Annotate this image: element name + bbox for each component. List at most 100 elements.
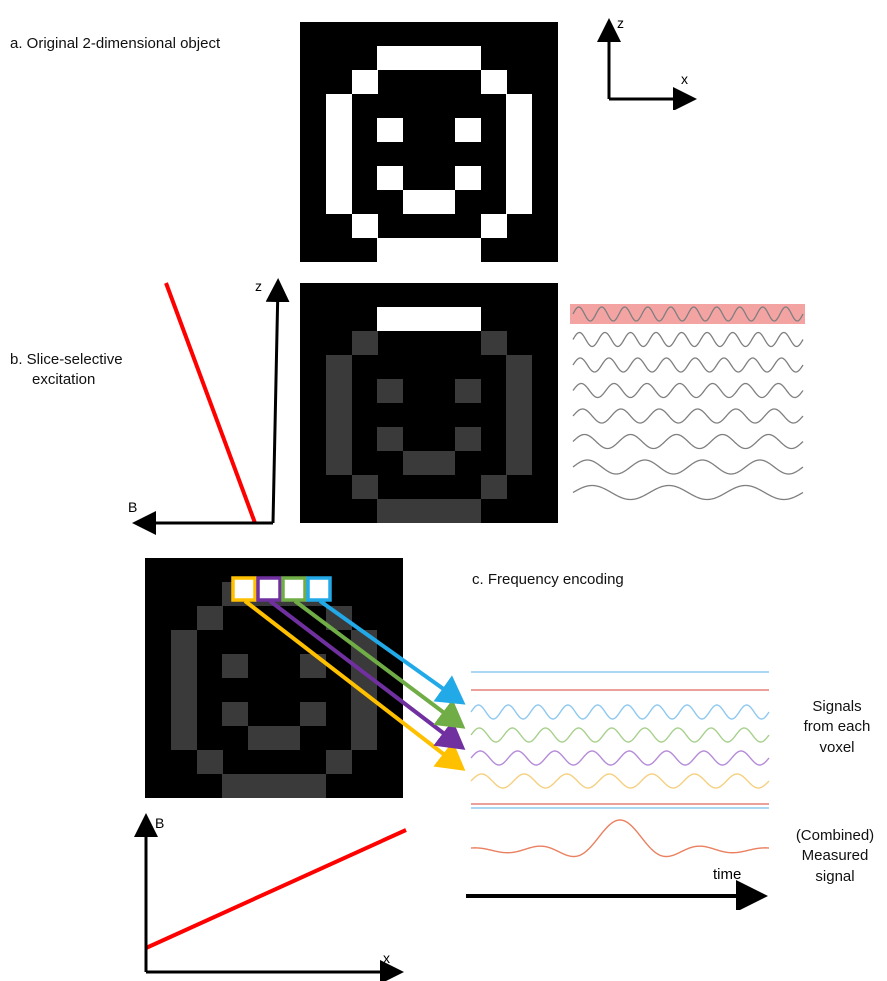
object-pixel: [403, 499, 429, 523]
measured-signal-label-line2: Measured: [801, 847, 869, 865]
object-pixel: [455, 238, 481, 262]
axis-b-vertical-label: z: [255, 278, 262, 294]
object-pixel: [300, 702, 326, 726]
axis-b-vertical: [265, 278, 290, 524]
object-pixel: [352, 214, 378, 238]
rf-excitation-waves: [570, 304, 805, 501]
object-pixel: [326, 118, 352, 142]
axis-c-horizontal-label: x: [383, 950, 390, 966]
voxel-signal-blue: [470, 704, 770, 720]
object-pixel: [351, 726, 377, 750]
object-pixel: [171, 678, 197, 702]
object-pixel: [455, 118, 481, 142]
section-a-title: a. Original 2-dimensional object: [10, 35, 221, 52]
voxel-arrow-blue: [318, 599, 466, 705]
object-pixel: [481, 70, 507, 94]
original-object-image: [300, 22, 558, 262]
object-pixel: [506, 166, 532, 190]
object-pixel: [352, 331, 378, 355]
axis-c-vertical-label: B: [155, 815, 164, 831]
voxel-arrow-green: [293, 599, 466, 729]
object-pixel: [171, 630, 197, 654]
object-pixel: [222, 774, 248, 798]
object-pixel: [429, 238, 455, 262]
object-pixel: [274, 726, 300, 750]
rf-wave: [572, 382, 804, 399]
object-pixel: [326, 451, 352, 475]
object-pixel: [248, 726, 274, 750]
object-pixel: [326, 403, 352, 427]
object-pixel: [403, 190, 429, 214]
object-pixel: [248, 774, 274, 798]
readout-gradient-line: [145, 828, 407, 950]
measured-signal-label: (Combined) Measured signal: [790, 826, 880, 887]
object-pixel: [326, 142, 352, 166]
axis-b-horizontal-label: B: [128, 499, 137, 515]
object-pixel: [326, 379, 352, 403]
object-pixel: [326, 166, 352, 190]
object-pixel: [455, 307, 481, 331]
rf-wave: [572, 408, 804, 424]
object-pixel: [429, 190, 455, 214]
rf-wave-selected: [572, 306, 804, 322]
object-pixel: [171, 726, 197, 750]
object-pixel: [377, 46, 403, 70]
object-pixel: [197, 750, 223, 774]
time-axis: time: [466, 866, 768, 910]
object-pixel: [429, 499, 455, 523]
object-pixel: [506, 379, 532, 403]
rf-wave: [572, 459, 804, 475]
slice-gradient-line: [164, 282, 257, 524]
rf-wave: [572, 331, 804, 348]
object-pixel: [506, 355, 532, 379]
object-pixel: [326, 355, 352, 379]
object-pixel: [455, 379, 481, 403]
object-pixel: [222, 702, 248, 726]
object-pixel: [377, 238, 403, 262]
signals-label-line1: Signals: [812, 698, 862, 715]
object-pixel: [403, 451, 429, 475]
object-pixel: [377, 427, 403, 451]
object-pixel: [506, 118, 532, 142]
object-pixel: [481, 475, 507, 499]
object-pixel: [506, 94, 532, 118]
section-c-gradient-plot: B x: [134, 813, 407, 981]
voxel-box-blue: [306, 576, 332, 602]
section-b-title-line1: b. Slice-selective: [10, 351, 123, 368]
voxel-signal-green: [470, 727, 770, 743]
measured-signal-label-line3: signal: [815, 867, 855, 885]
voxel-box-purple: [256, 576, 282, 602]
object-pixel: [222, 654, 248, 678]
rf-wave: [572, 357, 804, 373]
object-pixel: [506, 403, 532, 427]
object-pixel: [326, 750, 352, 774]
object-pixel: [377, 118, 403, 142]
section-c-title: c. Frequency encoding: [472, 571, 624, 588]
object-pixel: [455, 46, 481, 70]
object-pixel: [352, 475, 378, 499]
voxel-signal-purple: [470, 750, 770, 766]
object-pixel: [377, 307, 403, 331]
voxel-arrow-purple: [268, 599, 466, 750]
rf-wave: [572, 484, 804, 501]
rf-wave: [572, 433, 804, 450]
object-pixel: [403, 307, 429, 331]
object-pixel: [326, 94, 352, 118]
object-pixel: [506, 142, 532, 166]
signals-label-line3: voxel: [819, 738, 855, 756]
object-pixel: [403, 238, 429, 262]
object-pixel: [171, 702, 197, 726]
object-pixel: [197, 606, 223, 630]
object-pixel: [326, 427, 352, 451]
measured-signal-wave: [470, 819, 770, 858]
object-pixel: [377, 379, 403, 403]
object-pixel: [274, 774, 300, 798]
object-pixel: [377, 499, 403, 523]
voxel-signals: [470, 671, 770, 858]
object-pixel: [481, 331, 507, 355]
section-b-title-line2: excitation: [32, 371, 96, 389]
axis-a-horizontal-label: x: [681, 71, 688, 87]
object-pixel: [300, 774, 326, 798]
voxel-signal-yellow: [470, 773, 770, 789]
object-pixel: [326, 190, 352, 214]
